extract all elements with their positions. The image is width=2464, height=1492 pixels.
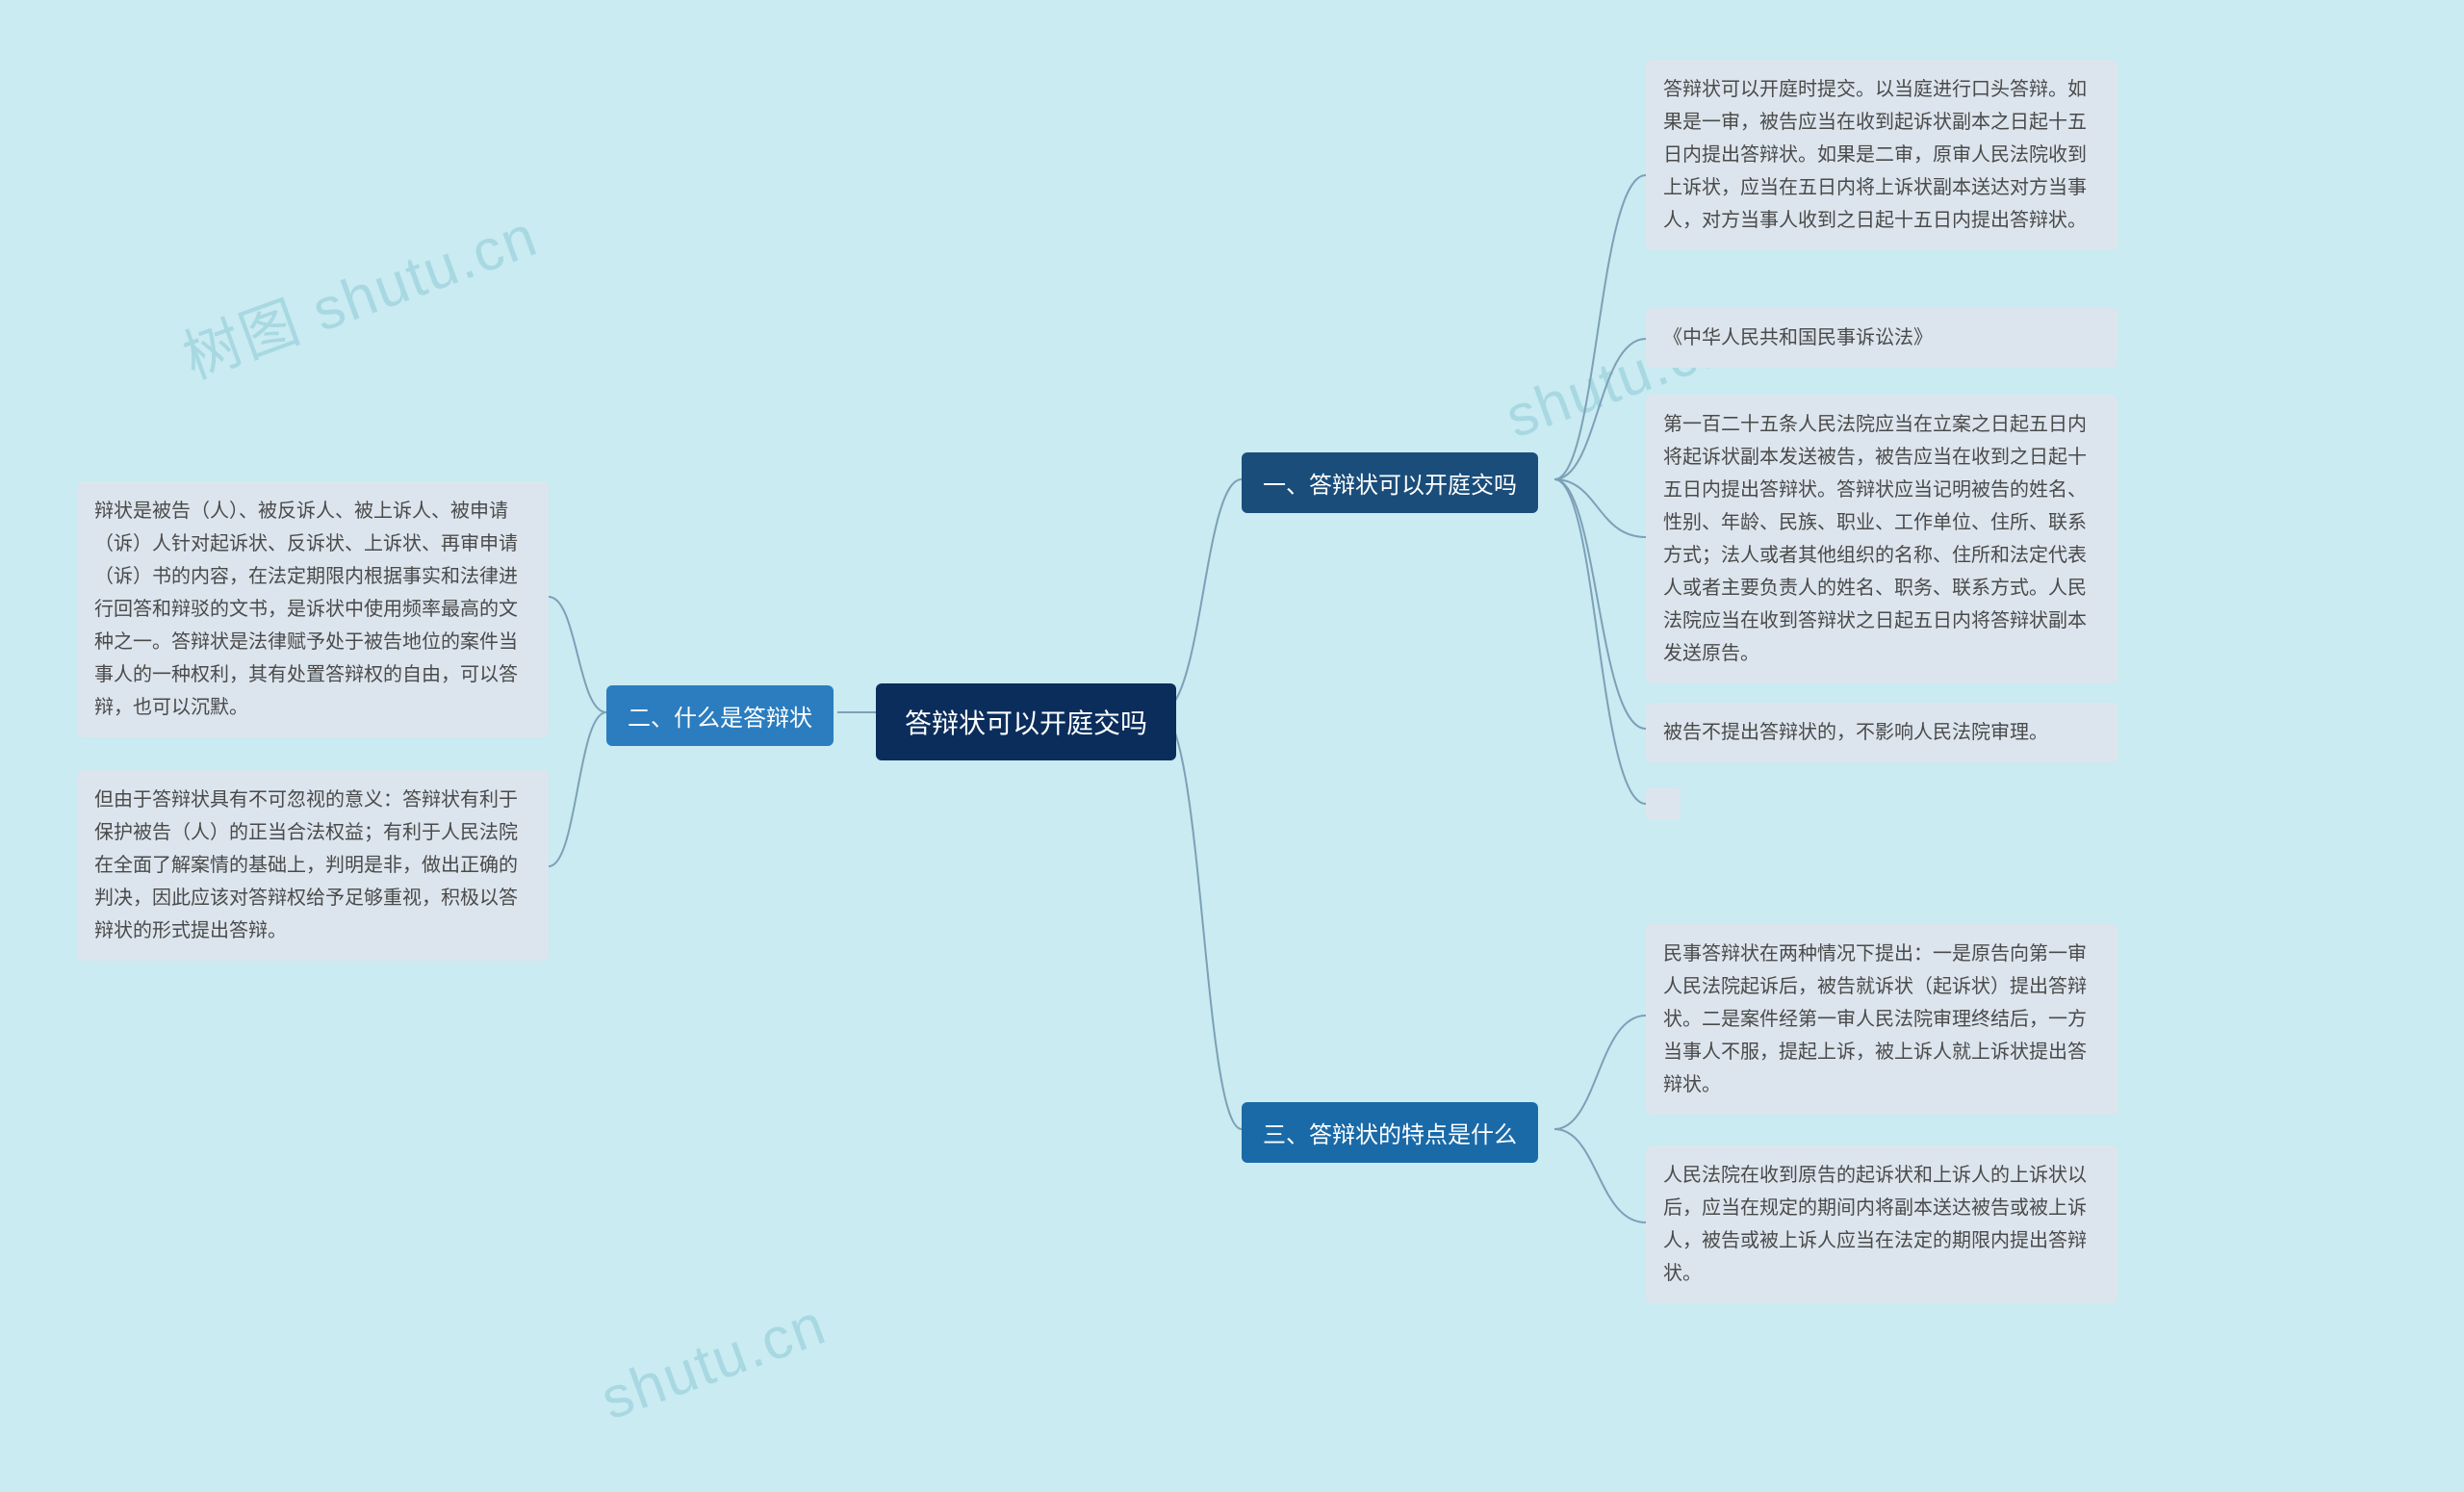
leaf-b2-1[interactable]: 辩状是被告（人）、被反诉人、被上诉人、被申请（诉）人针对起诉状、反诉状、上诉状、…: [77, 481, 549, 737]
leaf-b3-1[interactable]: 民事答辩状在两种情况下提出：一是原告向第一审人民法院起诉后，被告就诉状（起诉状）…: [1646, 924, 2118, 1115]
branch-3[interactable]: 三、答辩状的特点是什么: [1242, 1102, 1538, 1163]
branch-1[interactable]: 一、答辩状可以开庭交吗: [1242, 452, 1538, 513]
watermark: 树图 shutu.cn: [170, 190, 548, 396]
leaf-b1-5-empty[interactable]: [1646, 787, 1681, 820]
leaf-b1-1[interactable]: 答辩状可以开庭时提交。以当庭进行口头答辩。如果是一审，被告应当在收到起诉状副本之…: [1646, 60, 2118, 250]
branch-2[interactable]: 二、什么是答辩状: [606, 685, 834, 746]
center-topic[interactable]: 答辩状可以开庭交吗: [876, 683, 1176, 760]
watermark: shutu.cn: [593, 1291, 835, 1433]
leaf-b3-2[interactable]: 人民法院在收到原告的起诉状和上诉人的上诉状以后，应当在规定的期间内将副本送达被告…: [1646, 1145, 2118, 1303]
leaf-b1-2[interactable]: 《中华人民共和国民事诉讼法》: [1646, 308, 2118, 368]
leaf-b1-4[interactable]: 被告不提出答辩状的，不影响人民法院审理。: [1646, 703, 2118, 762]
leaf-b1-3[interactable]: 第一百二十五条人民法院应当在立案之日起五日内将起诉状副本发送被告，被告应当在收到…: [1646, 395, 2118, 683]
leaf-b2-2[interactable]: 但由于答辩状具有不可忽视的意义：答辩状有利于保护被告（人）的正当合法权益；有利于…: [77, 770, 549, 961]
